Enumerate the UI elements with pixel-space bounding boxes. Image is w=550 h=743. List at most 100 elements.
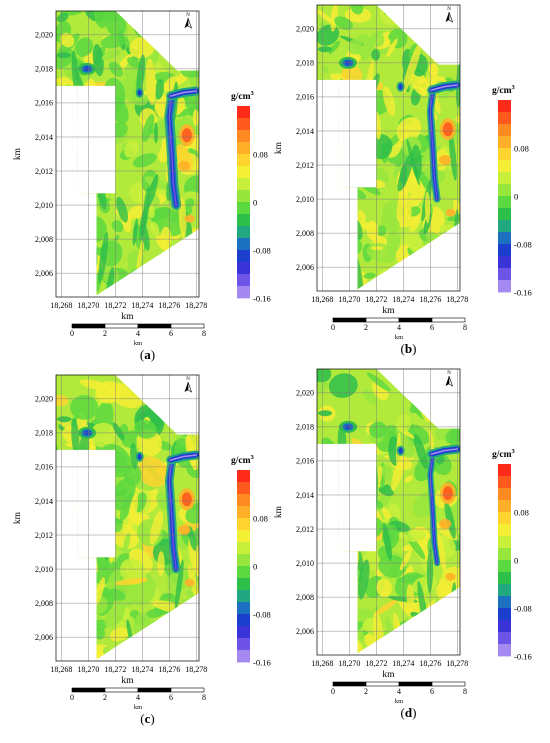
x-axis-label: km (382, 306, 395, 316)
colorbar-swatch (237, 578, 250, 591)
y-tick-label: 2,014 (35, 497, 53, 506)
colorbar-swatch (498, 536, 511, 549)
colorbar-swatch (498, 100, 511, 113)
scale-bar-tick: 6 (430, 323, 434, 332)
colorbar-swatch (498, 608, 511, 621)
x-tick-label: 18,274 (131, 665, 153, 674)
scale-bar-tick: 2 (364, 687, 368, 696)
x-tick-label: 18,278 (446, 295, 468, 304)
colorbar-swatch (237, 106, 250, 119)
scale-bar-tick: 6 (430, 687, 434, 696)
x-tick-label: 18,276 (158, 665, 180, 674)
colorbar-swatch (498, 572, 511, 585)
colorbar: 0.08 0 -0.08 -0.16 g/cm3 (231, 90, 271, 304)
x-axis-label: km (382, 670, 395, 680)
colorbar-tick-label: 0.08 (514, 144, 529, 154)
scale-bar-unit: km (395, 698, 403, 705)
colorbar-tick-label: -0.16 (253, 294, 271, 304)
north-label: N (447, 371, 451, 376)
grid (317, 5, 460, 291)
x-tick-label: 18,276 (419, 295, 441, 304)
colorbar-swatch (498, 232, 511, 245)
colorbar-tick-label: 0 (253, 562, 257, 572)
colorbar-swatch (498, 548, 511, 561)
north-arrow-icon: N (445, 7, 454, 23)
y-tick-label: 2,018 (35, 429, 53, 438)
scale-bar-unit: km (134, 704, 142, 711)
colorbar-swatch (237, 650, 250, 663)
gravity-anomaly-field (317, 369, 460, 654)
x-tick-label: 18,274 (392, 295, 414, 304)
colorbar-swatch (237, 238, 250, 251)
scale-bar-unit: km (395, 334, 403, 341)
scale-bar-tick: 4 (397, 687, 401, 696)
y-tick-label: 2,014 (296, 127, 314, 136)
y-tick-label: 2,014 (296, 491, 314, 500)
y-tick-label: 2,012 (35, 167, 53, 176)
x-tick-label: 18,272 (104, 665, 126, 674)
y-tick-label: 2,016 (296, 457, 314, 466)
colorbar-swatch (237, 566, 250, 579)
colorbar-swatch (237, 202, 250, 215)
x-tick-label: 18,270 (338, 659, 360, 668)
colorbar-swatch (237, 262, 250, 275)
colorbar-swatch (237, 554, 250, 567)
colorbar-swatch (498, 512, 511, 525)
y-axis-label: km (13, 147, 23, 160)
colorbar-tick-label: 0.08 (514, 508, 529, 518)
gravity-anomaly-field (317, 5, 460, 290)
colorbar-tick-label: 0.08 (253, 514, 268, 524)
colorbar-tick-label: -0.16 (253, 658, 271, 668)
scale-bar: 0 2 4 6 8 km (331, 317, 467, 341)
x-axis-label: km (121, 312, 134, 322)
x-tick-label: 18,268 (50, 665, 72, 674)
colorbar-tick-label: -0.08 (253, 246, 271, 256)
colorbar-swatch (498, 124, 511, 137)
x-tick-label: 18,274 (131, 301, 153, 310)
colorbar-tick-label: 0.08 (253, 150, 268, 160)
x-tick-label: 18,272 (104, 301, 126, 310)
scale-bar-tick: 2 (103, 693, 107, 702)
colorbar-swatch (498, 560, 511, 573)
x-tick-label: 18,278 (185, 665, 207, 674)
colorbar-swatch (237, 518, 250, 531)
x-tick-label: 18,268 (50, 301, 72, 310)
panel-caption: (a) (140, 347, 155, 362)
colorbar-swatch (498, 280, 511, 293)
y-tick-label: 2,020 (296, 389, 314, 398)
y-tick-label: 2,008 (35, 235, 53, 244)
panel-caption: (b) (401, 341, 417, 356)
x-tick-label: 18,270 (77, 665, 99, 674)
colorbar-tick-label: -0.08 (514, 604, 532, 614)
colorbar-swatch (237, 542, 250, 555)
scale-bar-tick: 6 (169, 693, 173, 702)
x-tick-label: 18,270 (338, 295, 360, 304)
colorbar-tick-label: 0 (514, 192, 518, 202)
north-arrow-icon: N (184, 377, 193, 393)
map-panel: N 2,020 2,018 2,016 2,014 2,012 2,010 2,008 2,00… (274, 4, 532, 356)
colorbar-swatch (498, 524, 511, 537)
colorbar-swatch (498, 632, 511, 645)
scale-bar-tick: 0 (70, 693, 74, 702)
colorbar-swatch (498, 148, 511, 161)
x-tick-label: 18,270 (77, 301, 99, 310)
gravity-anomaly-field (56, 11, 199, 296)
map-panel: N 2,020 2,018 2,016 2,014 2,012 2,010 2,008 2,00… (13, 374, 271, 726)
colorbar-unit: g/cm3 (231, 90, 255, 102)
y-tick-label: 2,006 (35, 269, 53, 278)
colorbar-swatch (498, 256, 511, 269)
colorbar-swatch (237, 506, 250, 519)
scale-bar: 0 2 4 6 8 km (331, 681, 467, 705)
grid (56, 11, 199, 297)
colorbar-swatch (237, 638, 250, 651)
map-frame (55, 10, 200, 298)
scale-bar-tick: 4 (136, 693, 140, 702)
x-tick-label: 18,268 (311, 659, 333, 668)
colorbar-swatch (498, 196, 511, 209)
panel-caption: (d) (401, 705, 417, 720)
colorbar-swatch (237, 190, 250, 203)
colorbar-swatch (498, 160, 511, 173)
grid (56, 375, 199, 661)
north-arrow-icon: N (184, 13, 193, 29)
y-tick-label: 2,008 (296, 229, 314, 238)
